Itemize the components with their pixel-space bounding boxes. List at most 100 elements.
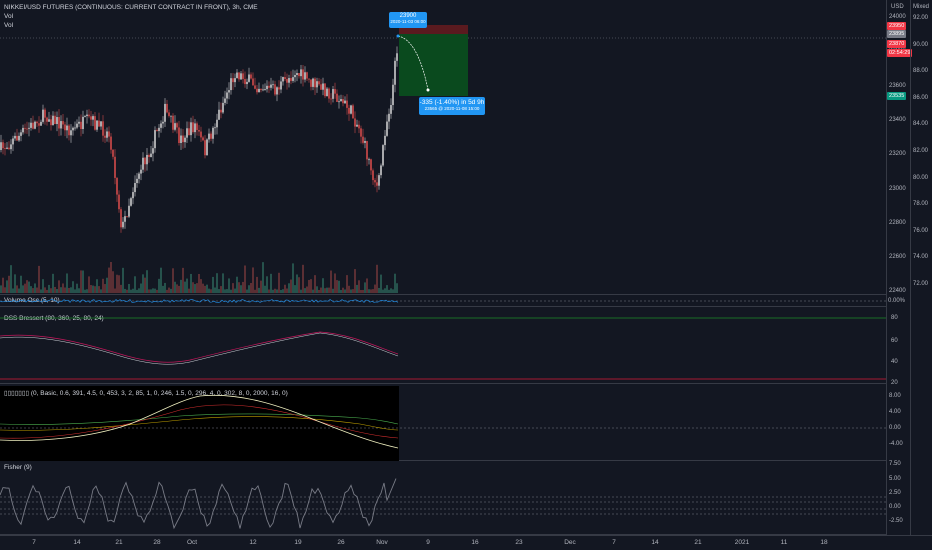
candle-body bbox=[148, 154, 150, 158]
candle-body bbox=[252, 78, 254, 86]
secondary-tick: 82.00 bbox=[913, 148, 929, 154]
dss-pane[interactable]: DSS Bressert (80, 360, 25, 80, 24) bbox=[0, 312, 886, 384]
candle-body bbox=[154, 130, 156, 149]
custom-line-white bbox=[0, 394, 399, 449]
dss-tick: 20 bbox=[891, 380, 898, 386]
volume-bar bbox=[76, 283, 78, 293]
volume-bar bbox=[42, 279, 44, 293]
volume-bar bbox=[156, 289, 158, 293]
candle-body bbox=[196, 123, 198, 130]
price-tick: 22800 bbox=[889, 219, 906, 226]
callout-bottom-date: 23565 @ 2020-11-08 15:00 bbox=[424, 106, 480, 111]
candle-body bbox=[246, 81, 248, 85]
volume-bar bbox=[10, 265, 12, 293]
dss-main-line bbox=[0, 332, 399, 365]
candle-body bbox=[184, 137, 186, 143]
candle-body bbox=[240, 73, 242, 80]
candle-body bbox=[198, 129, 200, 132]
volume-bar bbox=[134, 276, 136, 293]
candle-body bbox=[262, 89, 264, 91]
candle-body bbox=[30, 122, 32, 128]
candle-body bbox=[312, 78, 314, 87]
volume-bar bbox=[366, 278, 368, 293]
custom-indicator-pane[interactable]: ▯▯▯▯▯▯▯ (0, Basic, 0.6, 391, 4.5, 0, 453… bbox=[0, 386, 886, 461]
volume-bar bbox=[218, 289, 220, 293]
candle-body bbox=[360, 128, 362, 137]
volume-bar bbox=[154, 288, 156, 293]
volume-bar bbox=[228, 278, 230, 293]
candle-body bbox=[284, 77, 286, 80]
volume-bar bbox=[214, 287, 216, 293]
volume-bar bbox=[332, 288, 334, 293]
price-tag: 23870 bbox=[887, 40, 907, 48]
candle-body bbox=[364, 141, 366, 143]
volume-bar bbox=[248, 285, 250, 293]
volume-bar bbox=[44, 287, 46, 293]
candle-body bbox=[162, 121, 164, 124]
time-label: Nov bbox=[376, 539, 388, 546]
candle-body bbox=[222, 102, 224, 113]
price-axis[interactable]: USD 240002380023600234002320023000228002… bbox=[886, 0, 913, 535]
volume-bar bbox=[14, 274, 16, 293]
volume-bar bbox=[186, 278, 188, 293]
volume-bar bbox=[98, 286, 100, 293]
volume-bar bbox=[254, 289, 256, 293]
custom-indicator-title: ▯▯▯▯▯▯▯ (0, Basic, 0.6, 391, 4.5, 0, 453… bbox=[4, 390, 288, 397]
volume-bar bbox=[324, 288, 326, 293]
candle-body bbox=[288, 78, 290, 83]
main-chart-pane[interactable]: NIKKEI/USD FUTURES (CONTINUOUS: CURRENT … bbox=[0, 0, 886, 295]
volume-bar bbox=[370, 289, 372, 293]
price-tick: 24000 bbox=[889, 14, 906, 20]
volume-bar bbox=[72, 281, 74, 293]
candle-body bbox=[280, 81, 282, 90]
candle-body bbox=[120, 209, 122, 228]
candle-body bbox=[322, 83, 324, 90]
candle-body bbox=[138, 173, 140, 179]
candle-body bbox=[286, 79, 288, 83]
volume-bar bbox=[114, 288, 116, 293]
volume-bar bbox=[68, 287, 70, 293]
volume-bar bbox=[28, 281, 30, 293]
candlestick-chart[interactable] bbox=[0, 0, 886, 295]
price-tick: 23400 bbox=[889, 116, 906, 123]
time-axis[interactable] bbox=[0, 535, 932, 550]
candle-body bbox=[318, 81, 320, 85]
volume-bar bbox=[256, 276, 258, 293]
candle-body bbox=[250, 74, 252, 79]
candle-body bbox=[8, 147, 10, 150]
volume-bar bbox=[310, 279, 312, 293]
price-tag: 23535 bbox=[887, 92, 907, 100]
candle-body bbox=[310, 79, 312, 87]
secondary-tick: 72.00 bbox=[913, 281, 929, 287]
volume-bar bbox=[78, 288, 80, 293]
volume-bar bbox=[234, 288, 236, 293]
volume-bar bbox=[362, 289, 364, 293]
volume-bar bbox=[86, 289, 88, 293]
fisher-pane[interactable]: Fisher (9) bbox=[0, 461, 886, 535]
secondary-axis[interactable]: Mixed 92.00 90.00 88.00 86.00 84.00 82.00 80.0… bbox=[910, 0, 932, 535]
volume-bar bbox=[184, 281, 186, 293]
secondary-axis-label: Mixed bbox=[913, 4, 930, 10]
candle-body bbox=[270, 84, 272, 88]
volume-bar bbox=[0, 285, 2, 293]
candle-body bbox=[20, 132, 22, 136]
volume-osc-pane[interactable]: Volume Osc (5, 10) bbox=[0, 295, 886, 307]
candle-body bbox=[172, 115, 174, 130]
volume-bar bbox=[22, 285, 24, 293]
volume-bar bbox=[306, 286, 308, 293]
volume-bar bbox=[170, 288, 172, 293]
secondary-tick: 76.00 bbox=[913, 227, 929, 234]
candle-body bbox=[204, 140, 206, 156]
callout-bottom: -335 (-1.40%) in 5d 9h 23565 @ 2020-11-0… bbox=[419, 97, 485, 115]
volume-bar bbox=[396, 283, 398, 293]
volume-bar bbox=[344, 289, 346, 293]
volume-bar bbox=[284, 284, 286, 293]
candle-body bbox=[22, 127, 24, 133]
custom-tick: 4.00 bbox=[889, 409, 901, 415]
candle-body bbox=[392, 84, 394, 106]
candle-body bbox=[388, 113, 390, 122]
candle-body bbox=[26, 128, 28, 130]
candle-body bbox=[52, 115, 54, 126]
candle-body bbox=[304, 72, 306, 80]
candle-body bbox=[208, 133, 210, 140]
